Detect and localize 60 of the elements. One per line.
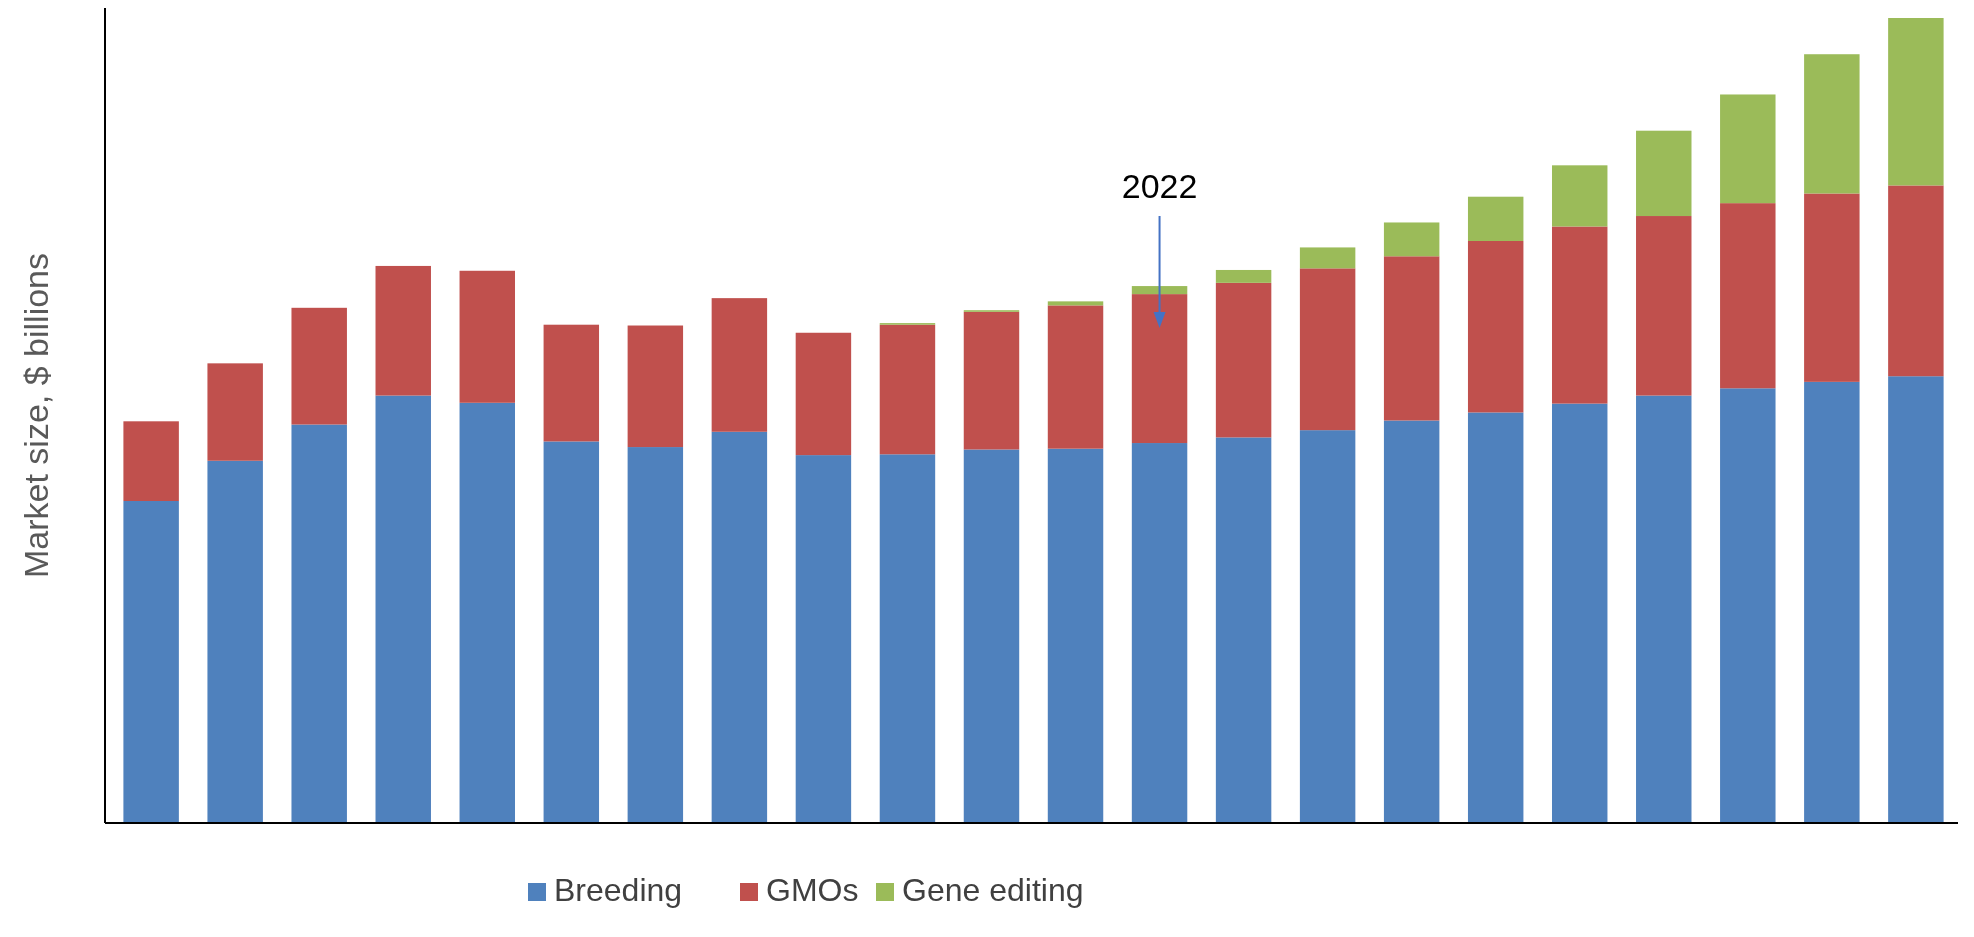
bar xyxy=(1720,388,1776,823)
bar xyxy=(1047,305,1104,449)
bar xyxy=(1804,193,1860,382)
bar xyxy=(1551,226,1608,404)
bar xyxy=(1467,196,1524,241)
bar xyxy=(963,311,1020,450)
bar xyxy=(711,431,768,823)
bar xyxy=(1047,448,1104,823)
bar xyxy=(459,402,516,823)
bar xyxy=(1636,395,1692,823)
bar xyxy=(1299,247,1356,269)
bar xyxy=(1131,286,1188,295)
bar xyxy=(1047,301,1104,306)
annotation: 2022 xyxy=(1121,167,1198,205)
bar xyxy=(879,324,936,455)
bar xyxy=(207,460,263,823)
bar xyxy=(1636,130,1692,217)
bar xyxy=(1383,420,1440,823)
y-axis-title: Market size, $ billions xyxy=(17,252,55,579)
bar xyxy=(1215,269,1272,283)
bar xyxy=(627,447,684,823)
bar xyxy=(1720,94,1776,204)
bar xyxy=(459,270,516,403)
bar xyxy=(375,395,431,823)
bar xyxy=(795,332,852,456)
bar xyxy=(879,454,936,823)
bar xyxy=(291,307,347,425)
bar xyxy=(1888,376,1944,823)
bar xyxy=(1551,403,1608,823)
bar xyxy=(963,449,1020,823)
bar xyxy=(1804,381,1860,823)
bar xyxy=(1467,412,1524,823)
bar xyxy=(1131,443,1188,823)
bar xyxy=(627,325,684,448)
bar xyxy=(543,324,600,442)
bar xyxy=(123,501,179,823)
legend-label: Gene editing xyxy=(902,872,1084,908)
bar xyxy=(1551,165,1608,227)
bar xyxy=(1888,18,1944,186)
bar xyxy=(1888,185,1944,377)
bar xyxy=(1720,203,1776,389)
bar xyxy=(1299,268,1356,431)
bar xyxy=(1215,282,1272,438)
bar xyxy=(1383,256,1440,421)
bar xyxy=(207,363,263,461)
bar xyxy=(375,265,431,396)
bar xyxy=(1636,216,1692,396)
bar xyxy=(1131,294,1188,444)
bar xyxy=(1383,222,1440,257)
bar xyxy=(1215,437,1272,823)
bar xyxy=(291,424,347,823)
legend-label: Breeding xyxy=(554,872,683,908)
bar xyxy=(1299,430,1356,823)
bar xyxy=(543,441,600,823)
bar xyxy=(1467,240,1524,413)
bar xyxy=(123,421,179,501)
legend-label: GMOs xyxy=(766,872,859,908)
bar xyxy=(1804,54,1860,194)
bar xyxy=(795,455,852,823)
bar xyxy=(711,298,768,432)
